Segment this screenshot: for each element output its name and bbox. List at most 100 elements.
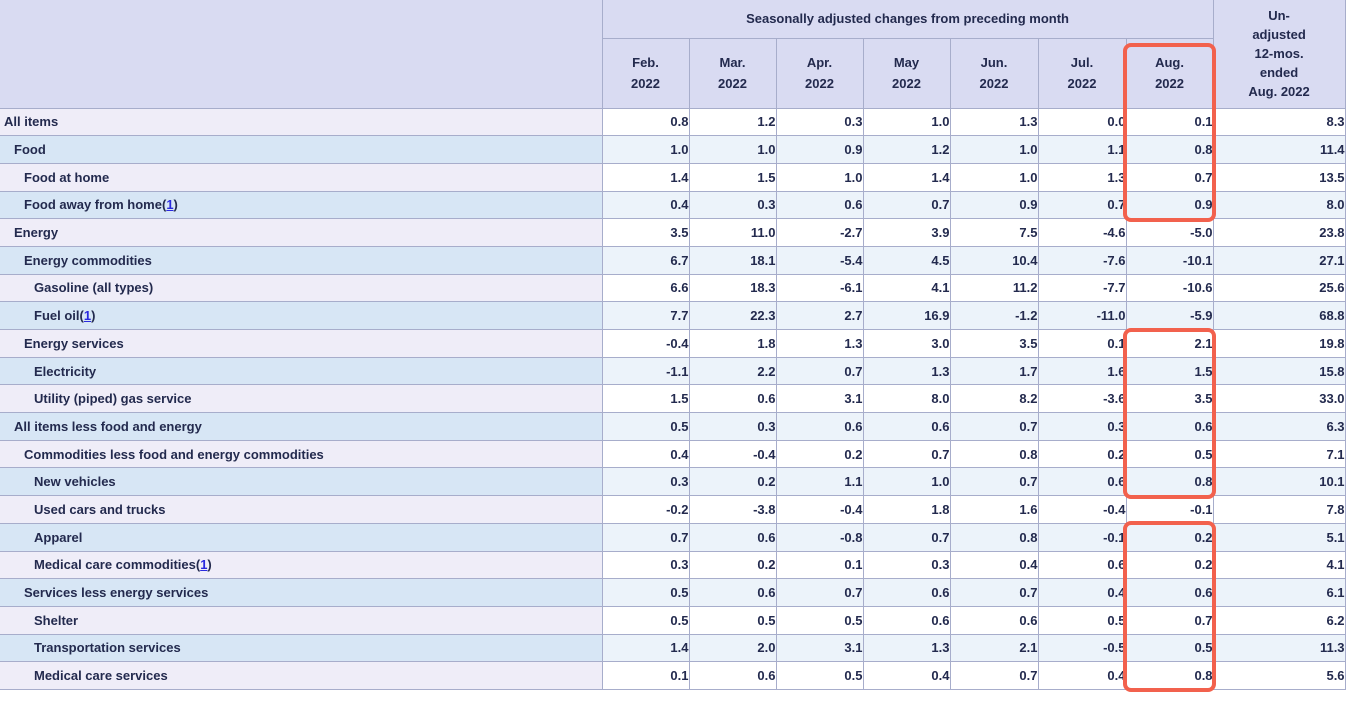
value-cell: 1.7 [950, 357, 1039, 386]
unadjusted-header-line: Aug. 2022 [1248, 84, 1310, 100]
value-cell: 1.0 [776, 163, 864, 192]
value-cell: 0.3 [863, 551, 951, 580]
value-cell-unadjusted: 15.8 [1213, 357, 1346, 386]
column-header-month: May [893, 55, 920, 70]
value-cell: 0.8 [1126, 661, 1214, 690]
table-row: Medical care services 0.1 0.6 0.5 0.4 0.7 0.4 0… [0, 661, 1346, 690]
column-header-month: Mar. [719, 55, 746, 70]
row-label-text: All items less food and energy [14, 418, 202, 434]
column-header-year: 2022 [1155, 76, 1184, 91]
value-cell: 0.7 [863, 440, 951, 469]
value-cell: 8.0 [863, 384, 951, 414]
value-cell: 0.5 [689, 606, 777, 635]
value-cell: -7.7 [1038, 274, 1127, 303]
footnote-link[interactable]: 1 [83, 308, 92, 324]
value-cell: 0.7 [1126, 606, 1214, 635]
value-cell: -10.6 [1126, 274, 1214, 303]
value-cell: 0.8 [602, 108, 690, 137]
value-cell-unadjusted: 10.1 [1213, 467, 1346, 497]
value-cell: 6.6 [602, 274, 690, 303]
value-cell: 0.6 [1038, 467, 1127, 497]
column-header-may-2022: May 2022 [863, 38, 951, 109]
cpi-table: Seasonally adjusted changes from precedi… [0, 0, 1346, 690]
value-cell: 0.7 [863, 191, 951, 220]
value-cell: 0.4 [1038, 578, 1127, 607]
value-cell: 1.0 [950, 163, 1039, 192]
value-cell: 11.0 [689, 218, 777, 247]
value-cell-unadjusted: 68.8 [1213, 301, 1346, 330]
column-header-mar-2022: Mar. 2022 [689, 38, 777, 109]
value-cell: -0.4 [776, 495, 864, 524]
row-label: Energy [0, 218, 603, 247]
table-row: Energy services -0.4 1.8 1.3 3.0 3.5 0.1 2.1 19.… [0, 329, 1346, 358]
value-cell: 22.3 [689, 301, 777, 330]
value-cell: 0.5 [776, 606, 864, 635]
unadjusted-header-line: ended [1259, 65, 1299, 81]
row-label-text: Medical care commodities [34, 557, 196, 573]
footnote-link[interactable]: 1 [166, 197, 174, 213]
row-label-text: Utility (piped) gas service [34, 391, 192, 407]
value-cell: -0.5 [1038, 634, 1127, 663]
value-cell: 1.0 [689, 135, 777, 164]
value-cell-unadjusted: 11.4 [1213, 135, 1346, 164]
column-header-feb-2022: Feb. 2022 [602, 38, 690, 109]
row-label: New vehicles [0, 467, 603, 497]
value-cell: 3.5 [602, 218, 690, 247]
value-cell: 16.9 [863, 301, 951, 330]
column-header-apr-2022: Apr. 2022 [776, 38, 864, 109]
value-cell: 1.3 [863, 634, 951, 663]
column-header-month: Feb. [632, 55, 659, 70]
row-label: Gasoline (all types) [0, 274, 603, 303]
value-cell: 0.3 [689, 412, 777, 441]
value-cell: 0.6 [950, 606, 1039, 635]
value-cell: -5.0 [1126, 218, 1214, 247]
value-cell: 3.5 [950, 329, 1039, 358]
value-cell: 0.6 [689, 661, 777, 690]
value-cell-unadjusted: 7.1 [1213, 440, 1346, 469]
value-cell: 0.3 [689, 191, 777, 220]
value-cell: -6.1 [776, 274, 864, 303]
value-cell: 1.8 [863, 495, 951, 524]
value-cell: 0.5 [1126, 634, 1214, 663]
value-cell: 1.5 [1126, 357, 1214, 386]
value-cell: 2.7 [776, 301, 864, 330]
row-label-text: Energy services [24, 335, 124, 351]
value-cell: 0.3 [602, 551, 690, 580]
value-cell-unadjusted: 5.1 [1213, 523, 1346, 552]
value-cell: 0.6 [1038, 551, 1127, 580]
row-label: Services less energy services [0, 578, 603, 607]
value-cell: 2.2 [689, 357, 777, 386]
value-cell: 0.5 [602, 578, 690, 607]
footnote-link[interactable]: 1 [200, 557, 208, 573]
value-cell: 0.4 [950, 551, 1039, 580]
value-cell: -7.6 [1038, 246, 1127, 275]
value-cell: 0.4 [1038, 661, 1127, 690]
table-row: Transportation services 1.4 2.0 3.1 1.3 2.1 -0… [0, 634, 1346, 663]
value-cell: -0.2 [602, 495, 690, 524]
value-cell: 1.6 [950, 495, 1039, 524]
row-label: Utility (piped) gas service [0, 384, 603, 414]
value-cell: 0.7 [1038, 191, 1127, 220]
footnote-paren-open: ( [195, 557, 201, 573]
row-label-text: Gasoline (all types) [34, 280, 154, 296]
value-cell: 0.5 [1126, 440, 1214, 469]
value-cell: 3.5 [1126, 384, 1214, 414]
value-cell: 0.3 [776, 108, 864, 137]
value-cell: 0.8 [950, 523, 1039, 552]
value-cell: 1.4 [602, 634, 690, 663]
unadjusted-header-line: adjusted [1252, 27, 1306, 43]
value-cell: -1.2 [950, 301, 1039, 330]
table-row: Utility (piped) gas service 1.5 0.6 3.1 8.0 8… [0, 384, 1346, 414]
column-header-month: Aug. [1155, 55, 1184, 70]
value-cell-unadjusted: 8.3 [1213, 108, 1346, 137]
row-label: Food [0, 135, 603, 164]
value-cell: 3.0 [863, 329, 951, 358]
value-cell: 0.9 [776, 135, 864, 164]
value-cell: 1.5 [602, 384, 690, 414]
table-row: New vehicles 0.3 0.2 1.1 1.0 0.7 0.6 0.8 10.1 [0, 467, 1346, 497]
table-row: Apparel 0.7 0.6 -0.8 0.7 0.8 -0.1 0.2 5.1 [0, 523, 1346, 552]
value-cell: 1.4 [602, 163, 690, 192]
row-label-text: Medical care services [34, 668, 168, 684]
value-cell: 0.0 [1038, 108, 1127, 137]
value-cell: -0.4 [689, 440, 777, 469]
